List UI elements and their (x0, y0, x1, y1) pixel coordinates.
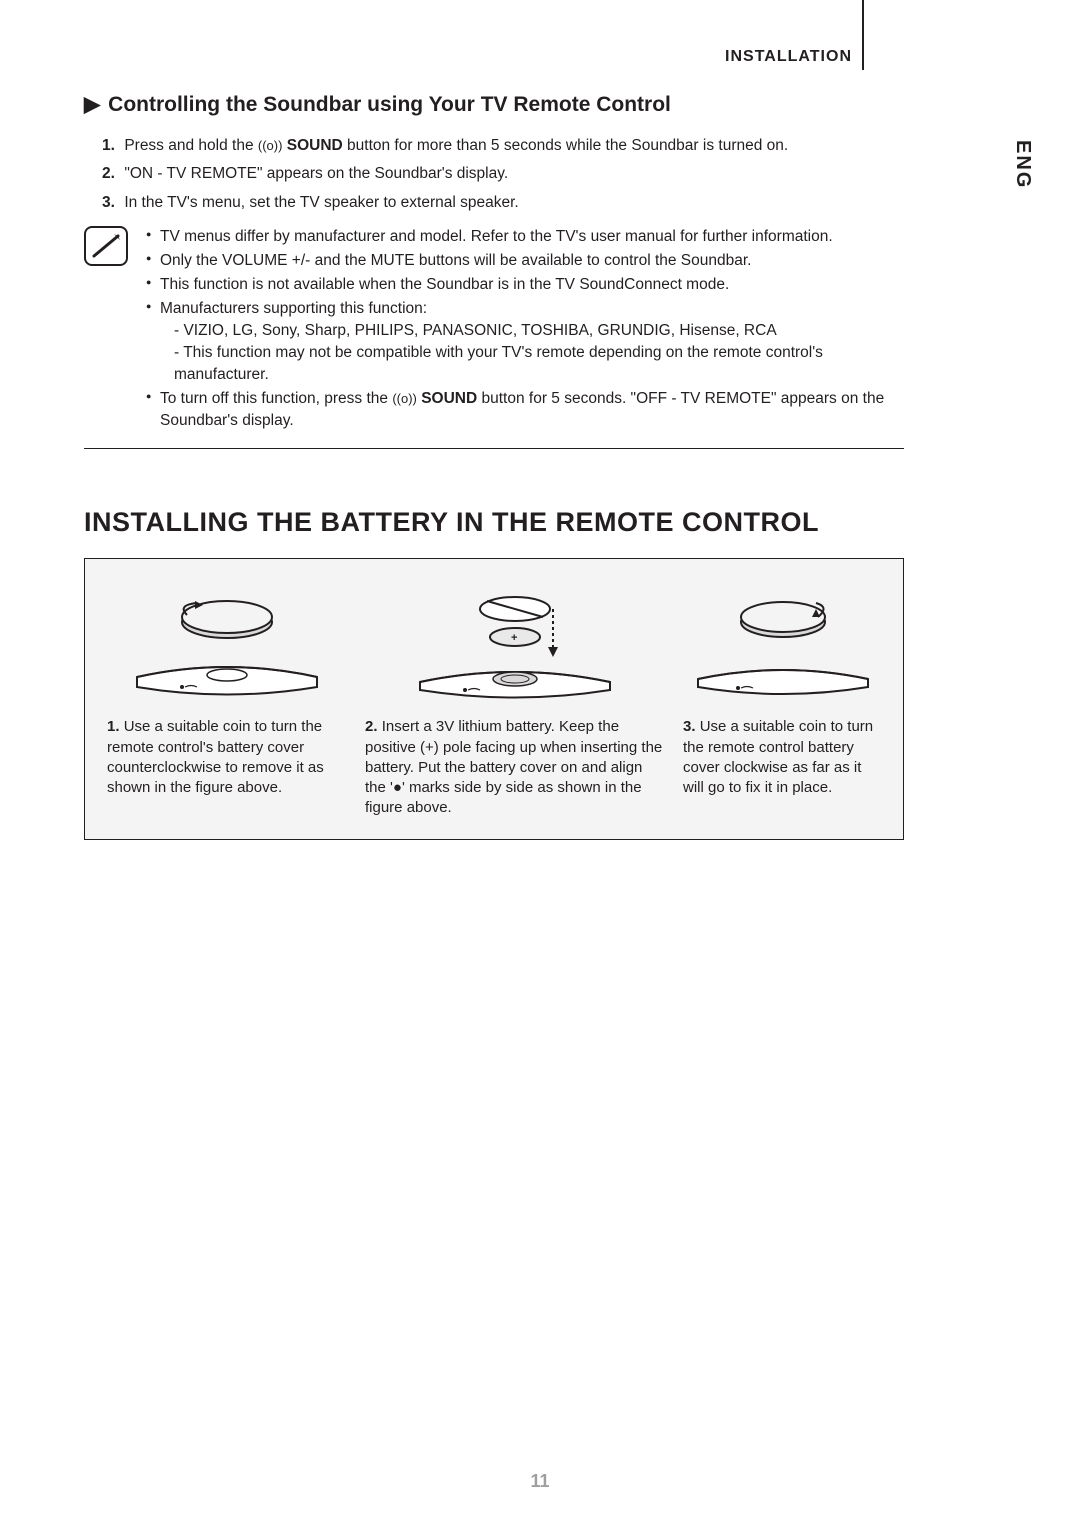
step-text: button for more than 5 seconds while the… (343, 137, 788, 154)
step-number: 2. (365, 718, 378, 735)
step-text: "ON - TV REMOTE" appears on the Soundbar… (124, 165, 508, 182)
battery-box: 1. Use a suitable coin to turn the remot… (84, 558, 904, 839)
step-number: 1. (107, 718, 120, 735)
language-tab: ENG (1011, 140, 1034, 189)
step-number: 1. (102, 135, 120, 157)
note-text: To turn off this function, press the (160, 390, 392, 407)
note-block: TV menus differ by manufacturer and mode… (84, 226, 904, 449)
battery-text-1: 1. Use a suitable coin to turn the remot… (107, 717, 347, 798)
battery-figure-1 (107, 577, 347, 707)
note-sub: - This function may not be compatible wi… (160, 342, 904, 386)
page-number: 11 (0, 1471, 1080, 1492)
note-text: Manufacturers supporting this function: (160, 300, 427, 317)
step-text: Use a suitable coin to turn the remote c… (683, 718, 873, 796)
step-number: 3. (102, 192, 120, 214)
section-label: INSTALLATION (725, 48, 852, 66)
battery-col-1: 1. Use a suitable coin to turn the remot… (107, 577, 347, 818)
note-item: This function is not available when the … (146, 274, 904, 296)
sound-icon: ((o)) (392, 390, 417, 408)
step-text: Press and hold the (124, 137, 258, 154)
step-number: 3. (683, 718, 696, 735)
svg-text:+: + (511, 632, 517, 644)
subheading-text: Controlling the Soundbar using Your TV R… (108, 93, 671, 116)
note-item: Manufacturers supporting this function: … (146, 298, 904, 386)
note-item: To turn off this function, press the ((o… (146, 388, 904, 432)
sound-label: SOUND (282, 137, 342, 154)
step-2: 2. "ON - TV REMOTE" appears on the Sound… (102, 163, 904, 185)
notes-list: TV menus differ by manufacturer and mode… (134, 226, 904, 434)
subheading: ▶ Controlling the Soundbar using Your TV … (84, 92, 904, 117)
battery-col-3: 3. Use a suitable coin to turn the remot… (683, 577, 883, 818)
battery-text-2: 2. Insert a 3V lithium battery. Keep the… (365, 717, 665, 818)
note-sub: - VIZIO, LG, Sony, Sharp, PHILIPS, PANAS… (160, 320, 904, 342)
steps-list: 1. Press and hold the ((o)) SOUND button… (84, 135, 904, 214)
sound-label: SOUND (417, 390, 477, 407)
section-title: INSTALLING THE BATTERY IN THE REMOTE CON… (84, 507, 904, 538)
header-divider (862, 0, 864, 70)
step-text: In the TV's menu, set the TV speaker to … (124, 194, 518, 211)
triangle-icon: ▶ (84, 92, 100, 117)
battery-col-2: + 2. Insert a 3V lithium battery. Keep t… (365, 577, 665, 818)
note-item: Only the VOLUME +/- and the MUTE buttons… (146, 250, 904, 272)
battery-text-3: 3. Use a suitable coin to turn the remot… (683, 717, 883, 798)
step-text: Insert a 3V lithium battery. Keep the po… (365, 718, 662, 816)
step-3: 3. In the TV's menu, set the TV speaker … (102, 192, 904, 214)
sound-icon: ((o)) (258, 137, 283, 156)
note-icon (84, 226, 134, 434)
step-text: Use a suitable coin to turn the remote c… (107, 718, 324, 796)
step-1: 1. Press and hold the ((o)) SOUND button… (102, 135, 904, 157)
battery-figure-2: + (365, 577, 665, 707)
battery-figure-3 (683, 577, 883, 707)
note-item: TV menus differ by manufacturer and mode… (146, 226, 904, 248)
step-number: 2. (102, 163, 120, 185)
